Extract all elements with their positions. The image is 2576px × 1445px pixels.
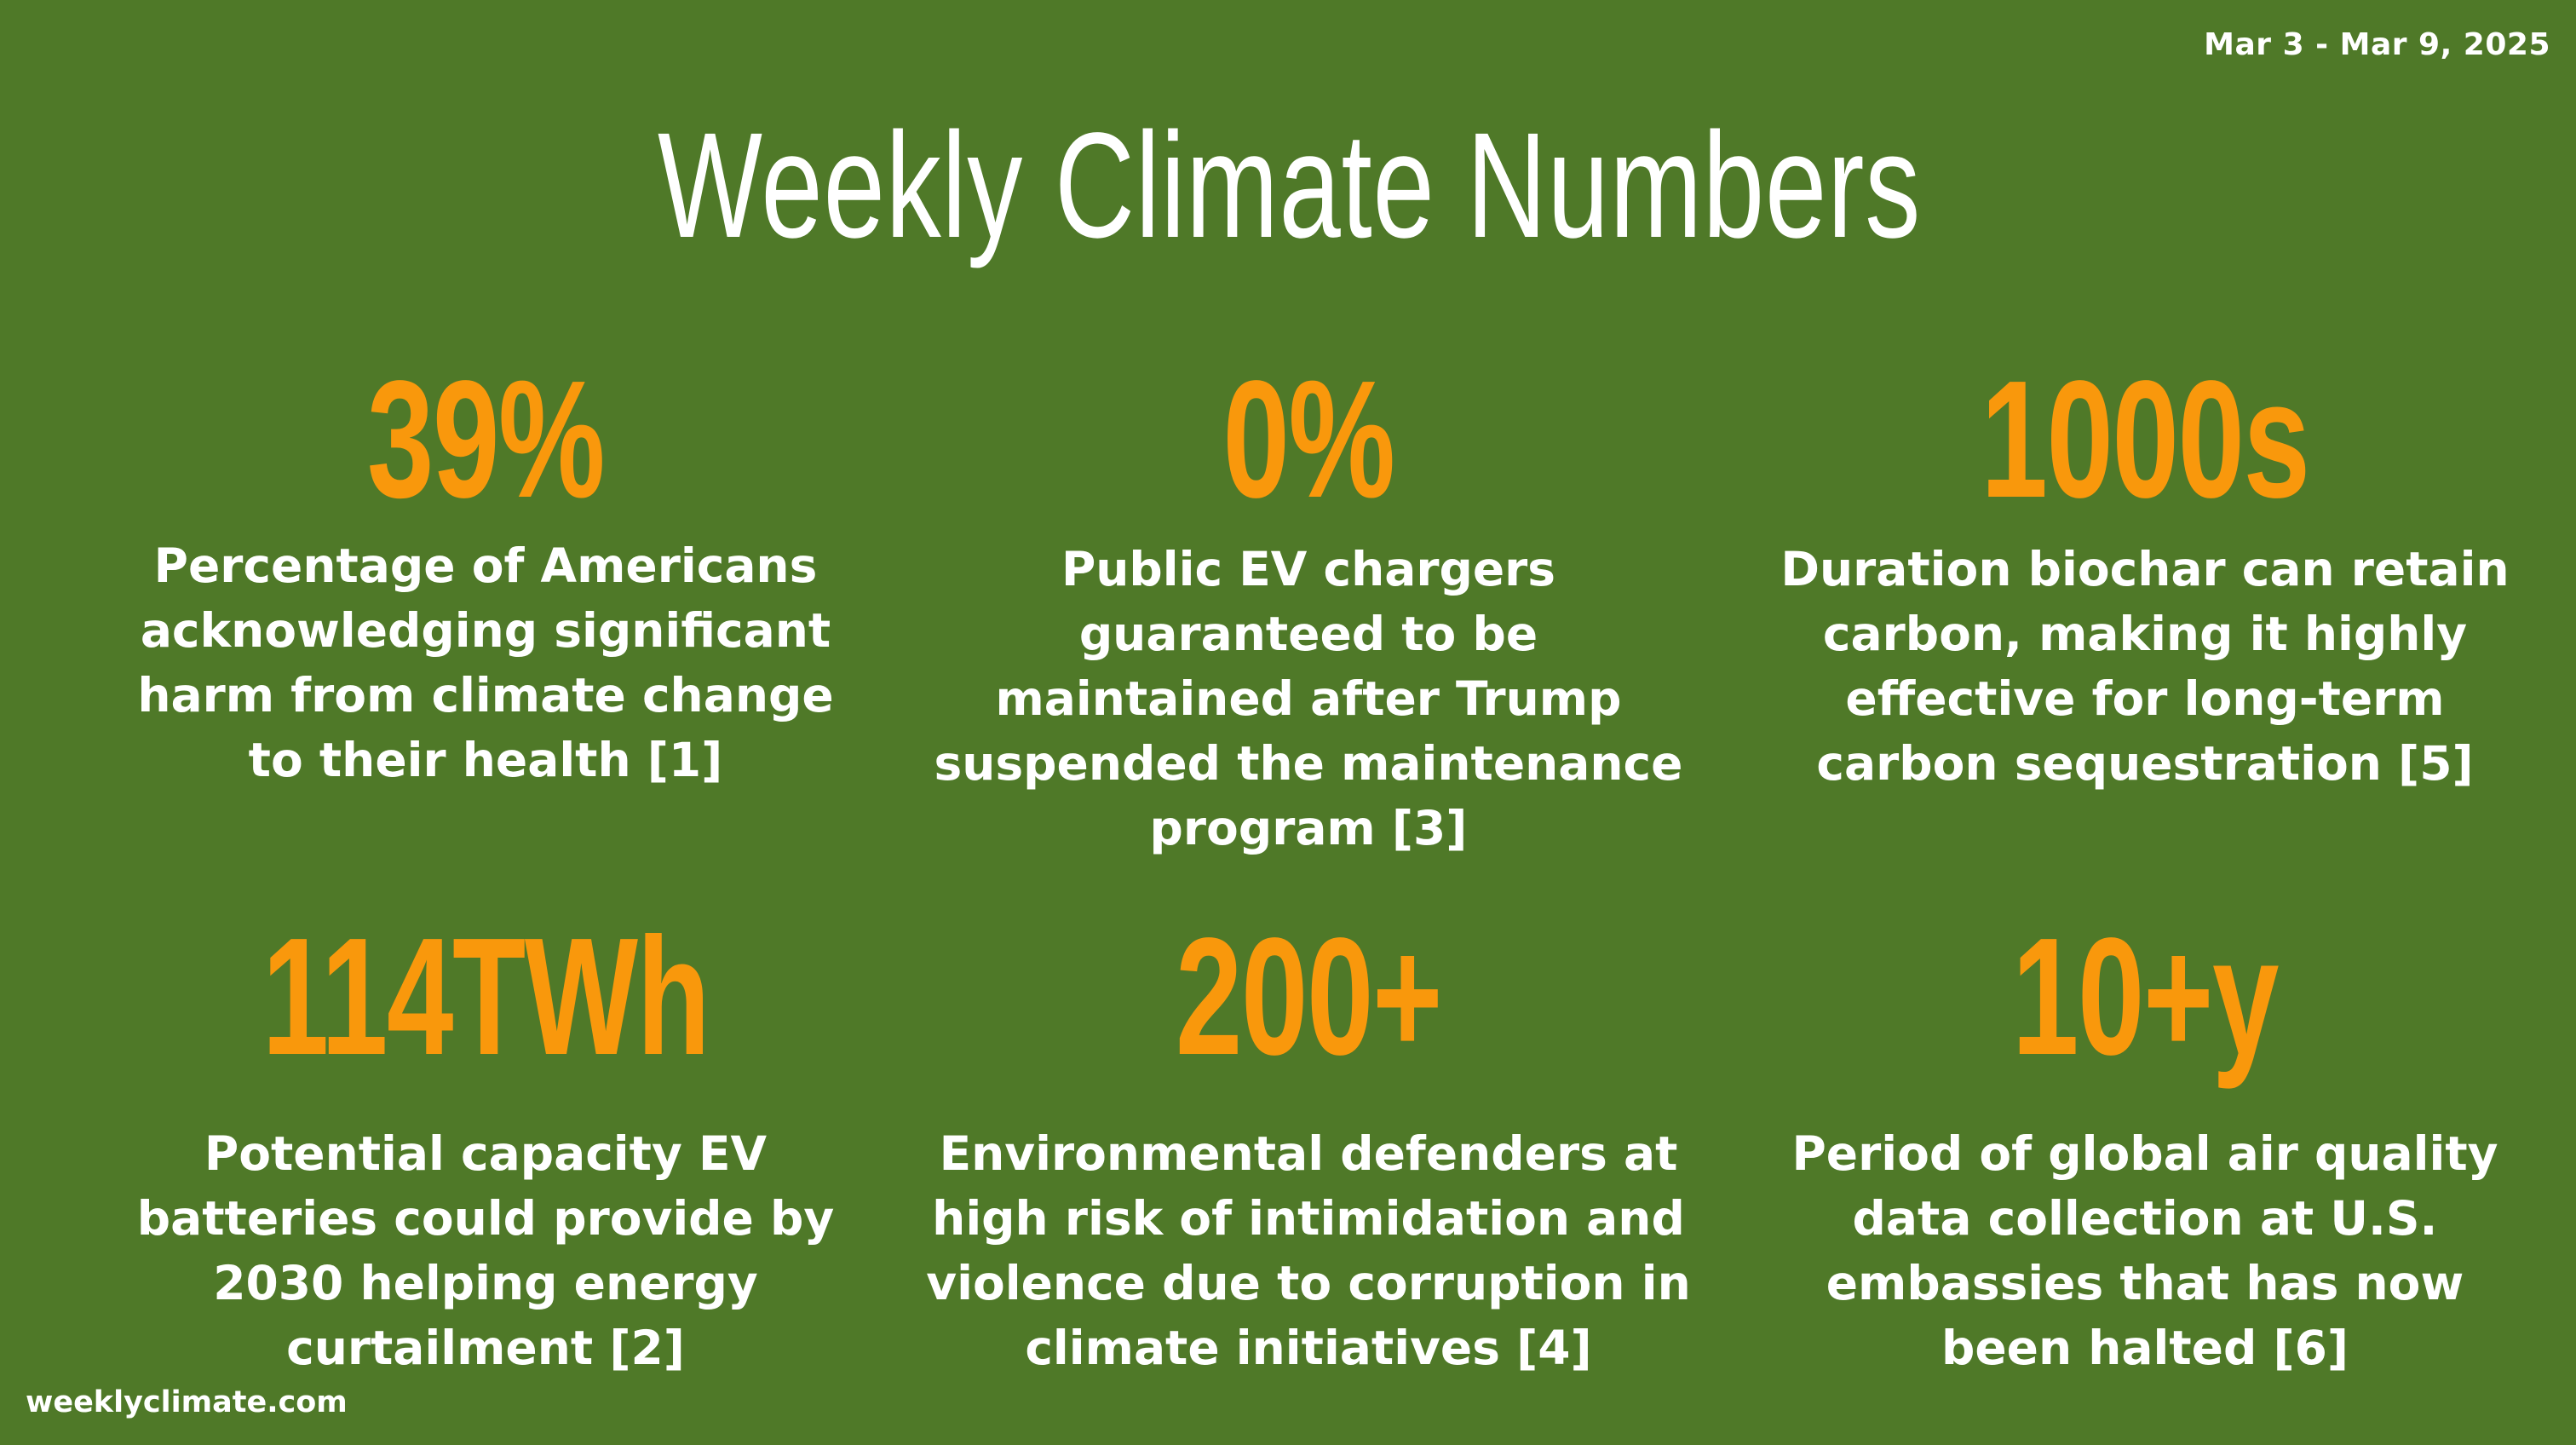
stat-card-health: 39% Percentage of Americans acknowledgin… [94,356,877,792]
stat-card-ev-chargers: 0% Public EV chargers guaranteed to be m… [917,356,1700,861]
stat-card-biochar: 1000s Duration biochar can retain carbon… [1753,356,2537,796]
page-title: Weekly Climate Numbers [658,102,1922,269]
stat-description: Duration biochar can retain carbon, maki… [1780,542,2510,791]
stat-value: 1000s [1981,346,2310,533]
stat-description: Public EV chargers guaranteed to be main… [934,542,1683,855]
stat-value: 114TWh [262,903,710,1090]
stat-description: Environmental defenders at high risk of … [926,1126,1691,1375]
stat-card-ev-batteries: 114TWh Potential capacity EV batteries c… [94,913,877,1380]
stat-value: 39% [366,346,606,533]
stat-description: Percentage of Americans acknowledging si… [137,538,834,787]
footer-site-link[interactable]: weeklyclimate.com [26,1385,348,1419]
stat-value: 200+ [1175,903,1443,1090]
stat-card-air-quality: 10+y Period of global air quality data c… [1753,913,2537,1380]
stat-value: 0% [1222,346,1395,533]
date-range: Mar 3 - Mar 9, 2025 [2204,27,2550,62]
stat-description: Potential capacity EV batteries could pr… [136,1126,835,1375]
stat-value: 10+y [2011,903,2280,1090]
stat-description: Period of global air quality data collec… [1791,1126,2498,1375]
stat-card-defenders: 200+ Environmental defenders at high ris… [917,913,1700,1380]
